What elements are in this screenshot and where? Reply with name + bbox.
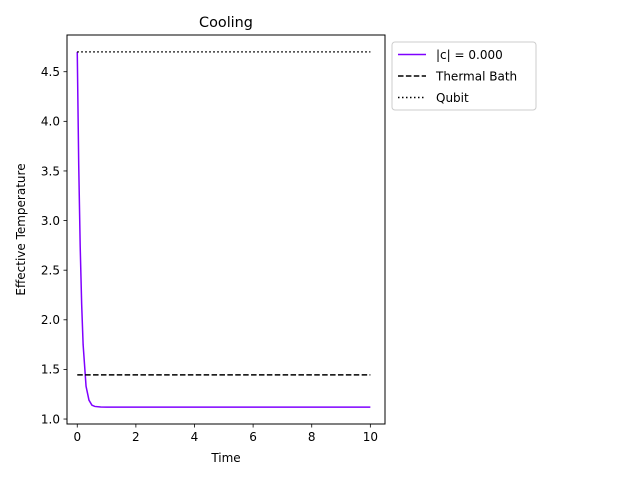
y-tick-label: 4.5 bbox=[41, 65, 60, 79]
y-tick-label: 1.5 bbox=[41, 363, 60, 377]
y-tick-label: 3.0 bbox=[41, 214, 60, 228]
chart-title: Cooling bbox=[199, 15, 253, 31]
x-tick-label: 2 bbox=[132, 430, 140, 444]
plot-area bbox=[76, 51, 371, 408]
x-tick-label: 0 bbox=[73, 430, 81, 444]
y-tick-label: 4.0 bbox=[41, 115, 60, 129]
legend-items: |c| = 0.000 Thermal Bath Qubit bbox=[398, 48, 517, 105]
legend-label-1: Thermal Bath bbox=[435, 69, 517, 83]
legend-frame bbox=[391, 41, 537, 111]
y-axis: 1.0 1.5 2.0 2.5 3.0 3.5 4.0 4.5 bbox=[41, 65, 67, 426]
y-tick-label: 2.0 bbox=[41, 313, 60, 327]
x-axis-label: Time bbox=[210, 451, 240, 465]
y-axis-label: Effective Temperature bbox=[14, 163, 28, 295]
x-axis: 0 2 4 6 8 10 bbox=[73, 424, 378, 444]
x-tick-label: 8 bbox=[308, 430, 316, 444]
series-line-0 bbox=[76, 51, 371, 408]
legend-label-2: Qubit bbox=[436, 91, 469, 105]
legend-label-0: |c| = 0.000 bbox=[436, 48, 503, 62]
x-tick-label: 10 bbox=[363, 430, 378, 444]
y-tick-label: 2.5 bbox=[41, 263, 60, 277]
x-tick-label: 6 bbox=[249, 430, 257, 444]
y-tick-label: 1.0 bbox=[41, 412, 60, 426]
x-tick-label: 4 bbox=[191, 430, 199, 444]
legend: |c| = 0.000 Thermal Bath Qubit bbox=[391, 41, 537, 111]
axes-frame bbox=[66, 34, 386, 425]
y-tick-label: 3.5 bbox=[41, 164, 60, 178]
